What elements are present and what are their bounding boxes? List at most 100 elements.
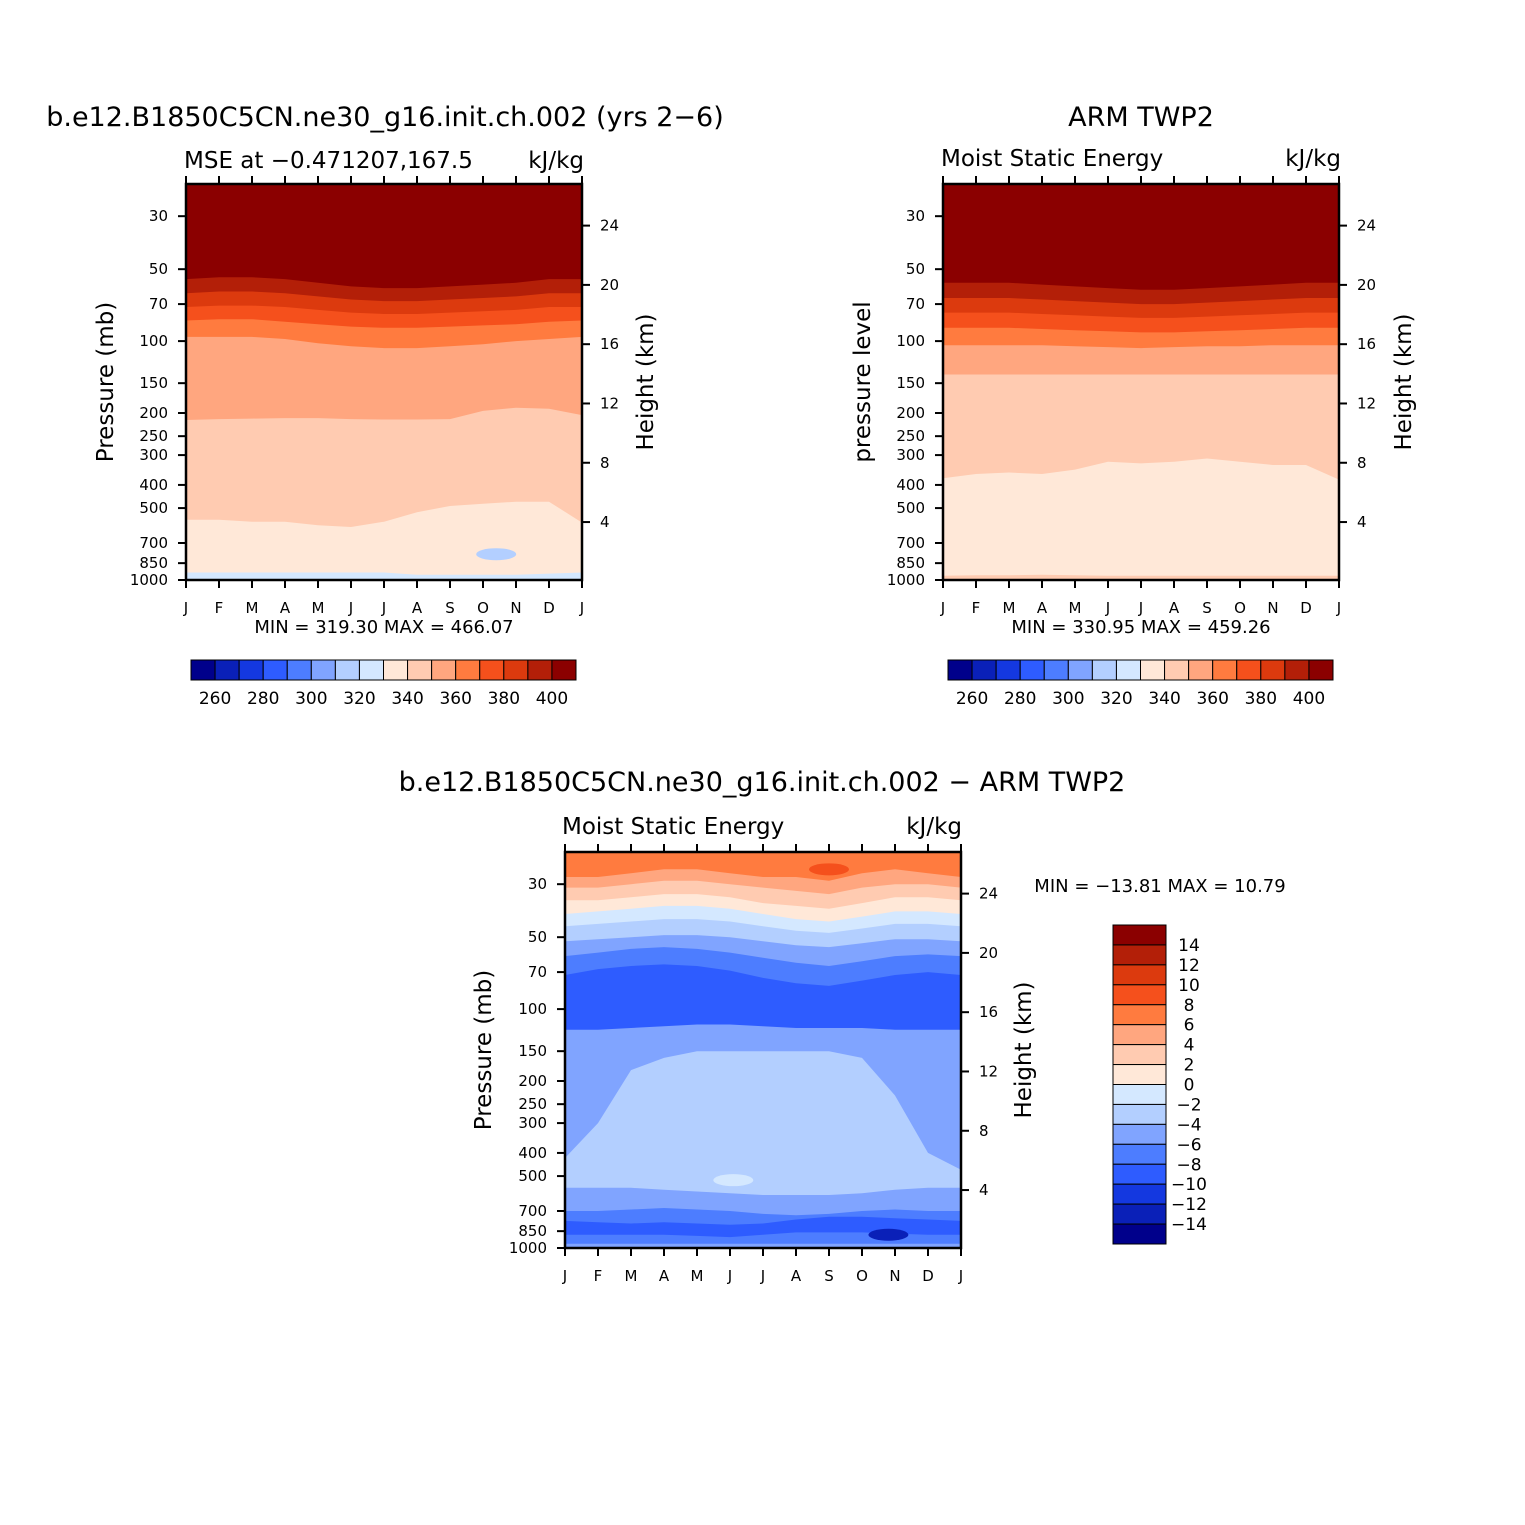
diff-colorbar-box: [1112, 1163, 1167, 1185]
model-colorbar-box: [383, 659, 409, 681]
obs-ytick-label: 850: [896, 554, 925, 572]
obs-colorbar-box: [1308, 659, 1334, 681]
diff-colorbar-box: [1112, 1123, 1167, 1145]
obs-xtick-label: J: [1336, 599, 1341, 617]
model-xtick-label: S: [445, 599, 455, 617]
obs-ytick-label: 50: [906, 260, 925, 278]
diff-xtick-label: A: [791, 1267, 802, 1285]
obs-y2tick-label: 16: [1357, 335, 1376, 353]
model-band-0: [186, 184, 582, 289]
obs-colorbar-box: [1164, 659, 1190, 681]
obs-subtitle-left: Moist Static Energy: [941, 146, 1163, 172]
model-ytick-label: 300: [139, 446, 168, 464]
model-xtick-label: F: [215, 599, 224, 617]
diff-xtick-label: N: [889, 1267, 900, 1285]
model-title: b.e12.B1850C5CN.ne30_g16.init.ch.002 (yr…: [46, 102, 724, 133]
diff-colorbar-label: −6: [1176, 1135, 1201, 1155]
obs-xtick-label: J: [1138, 599, 1143, 617]
obs-ytick-label: 100: [896, 332, 925, 350]
diff-colorbar-label: 14: [1178, 936, 1200, 956]
obs-xtick-label: M: [1003, 599, 1016, 617]
obs-colorbar-label: 360: [1196, 689, 1228, 709]
model-xtick-label: N: [510, 599, 521, 617]
panel-model: b.e12.B1850C5CN.ne30_g16.init.ch.002 (yr…: [46, 102, 724, 709]
obs-colorbar-box: [995, 659, 1021, 681]
obs-colorbar-label: 260: [956, 689, 988, 709]
diff-colorbar-label: 10: [1178, 976, 1200, 996]
obs-colorbar-box: [1043, 659, 1069, 681]
obs-xtick-label: M: [1069, 599, 1082, 617]
obs-ytick-label: 250: [896, 427, 925, 445]
obs-ytick-label: 150: [896, 374, 925, 392]
model-colorbar-box: [286, 659, 312, 681]
obs-title: ARM TWP2: [1068, 102, 1214, 133]
diff-xtick-label: M: [625, 1267, 638, 1285]
diff-colorbar-label: 8: [1184, 996, 1195, 1016]
obs-ytick-label: 1000: [887, 571, 925, 589]
obs-ytick-label: 500: [896, 499, 925, 517]
obs-colorbar-box: [1067, 659, 1093, 681]
obs-colorbar-label: 340: [1148, 689, 1180, 709]
diff-xtick-label: S: [824, 1267, 834, 1285]
diff-colorbar-label: 12: [1178, 956, 1200, 976]
model-ylabel: Pressure (mb): [93, 302, 119, 462]
diff-xtick-label: F: [594, 1267, 603, 1285]
model-colorbar-box: [310, 659, 336, 681]
obs-ytick-label: 70: [906, 295, 925, 313]
diff-y2tick-label: 16: [979, 1003, 998, 1021]
model-colorbar: 260 280 300 320 340 360 380 400: [190, 659, 577, 709]
diff-xtick-label: A: [659, 1267, 670, 1285]
model-xtick-label: J: [579, 599, 584, 617]
model-colorbar-box: [479, 659, 505, 681]
diff-colorbar-label: −8: [1176, 1155, 1201, 1175]
diff-xtick-label: D: [922, 1267, 934, 1285]
model-colorbar-label: 360: [439, 689, 471, 709]
obs-colorbar-box: [1019, 659, 1045, 681]
diff-colorbar-box: [1112, 924, 1167, 946]
diff-y2tick-label: 4: [979, 1181, 989, 1199]
diff-band-0: [565, 852, 961, 881]
diff-xtick-label: M: [691, 1267, 704, 1285]
obs-colorbar-box: [1091, 659, 1117, 681]
obs-y2tick-label: 20: [1357, 276, 1376, 294]
model-colorbar-label: 320: [343, 689, 375, 709]
model-colorbar-label: 340: [391, 689, 423, 709]
model-ytick-label: 850: [139, 554, 168, 572]
obs-xtick-label: F: [972, 599, 981, 617]
obs-colorbar-box: [1284, 659, 1310, 681]
model-subtitle-left: MSE at −0.471207,167.5: [184, 148, 473, 174]
model-colorbar-box: [334, 659, 360, 681]
diff-colorbar-box: [1112, 964, 1167, 986]
model-colorbar-label: 260: [199, 689, 231, 709]
diff-colorbar-box: [1112, 1024, 1167, 1046]
obs-xtick-label: S: [1202, 599, 1212, 617]
diff-ytick-label: 300: [518, 1114, 547, 1132]
model-ytick-label: 250: [139, 427, 168, 445]
model-colorbar-box: [190, 659, 216, 681]
diff-colorbar-box: [1112, 1064, 1167, 1085]
model-colorbar-label: 400: [536, 689, 568, 709]
model-ytick-label: 200: [139, 404, 168, 422]
diff-y2tick-label: 8: [979, 1122, 989, 1140]
model-colorbar-label: 300: [295, 689, 327, 709]
obs-colorbar-label: 300: [1052, 689, 1084, 709]
diff-colorbar-label: −14: [1171, 1215, 1207, 1235]
model-colorbar-box: [407, 659, 433, 681]
diff-y2tick-label: 12: [979, 1062, 998, 1080]
diff-ytick-label: 150: [518, 1042, 547, 1060]
model-ytick-label: 700: [139, 534, 168, 552]
diff-ytick-label: 70: [528, 963, 547, 981]
diff-colorbar-label: 2: [1184, 1056, 1195, 1076]
diff-xtick-label: J: [727, 1267, 732, 1285]
diff-minmax: MIN = −13.81 MAX = 10.79: [1034, 876, 1285, 897]
obs-y2tick-label: 12: [1357, 394, 1376, 412]
model-xtick-label: A: [280, 599, 291, 617]
diff-ytick-label: 1000: [509, 1239, 547, 1257]
diff-ytick-label: 100: [518, 1000, 547, 1018]
obs-colorbar-box: [947, 659, 973, 681]
obs-colorbar-box: [1140, 659, 1166, 681]
